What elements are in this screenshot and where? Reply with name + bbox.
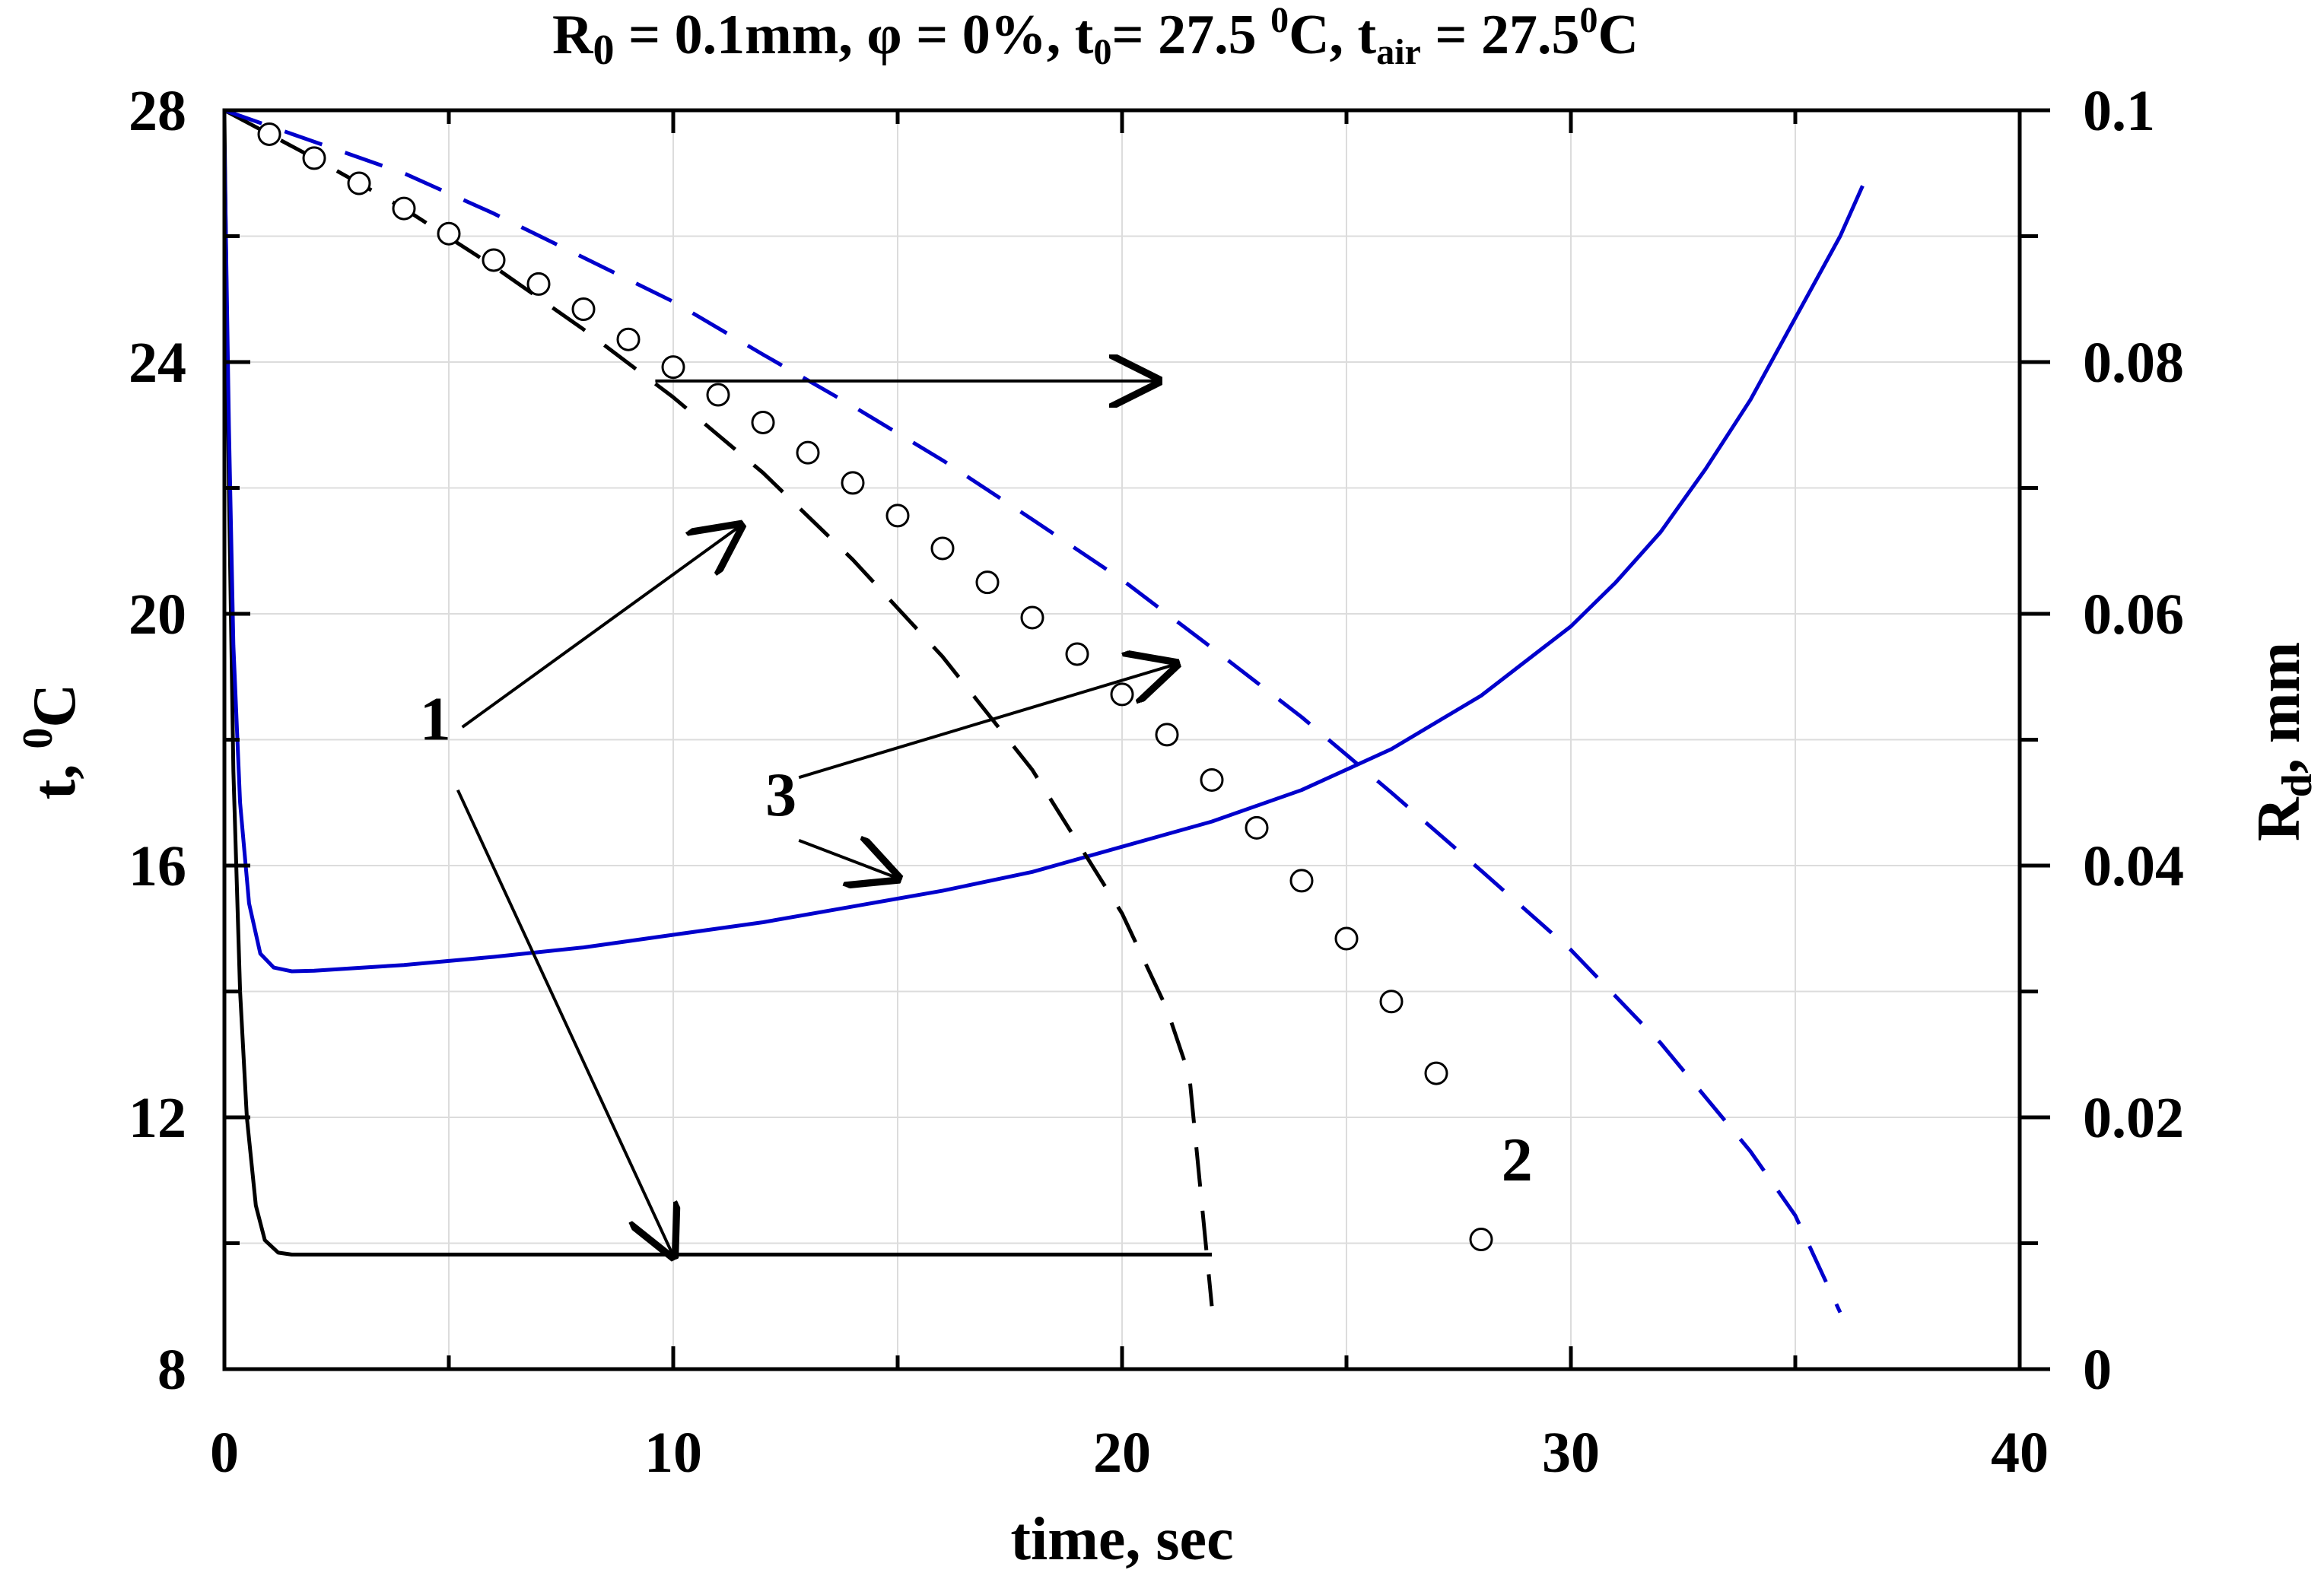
annotation-arrow-3 [798,664,1176,780]
series-1-line [222,141,1865,974]
data-point-marker [975,570,1000,595]
annotation-label-2: 2 [1502,1125,1533,1194]
y-right-tick-label: 0.08 [2083,331,2184,395]
data-point-marker [1289,869,1314,893]
series-2-line [223,108,1214,1307]
data-point-marker [1200,767,1224,792]
data-point-marker [1424,1061,1448,1085]
y-left-tick-label: 8 [157,1338,186,1402]
data-point-marker [1379,990,1404,1014]
series-3-line [224,108,1842,1314]
gridlines [224,110,2020,1369]
x-tick-label: 40 [1991,1421,2049,1485]
data-point-marker [347,171,371,195]
y-left-tick-label: 20 [129,583,186,647]
data-point-marker [930,536,955,561]
data-point-marker [1469,1228,1493,1252]
data-point-marker [257,122,281,146]
data-point-marker [1020,605,1044,630]
plot-series [222,108,1865,1314]
data-point-marker [706,383,730,407]
series-0-line [222,116,1212,1257]
data-point-marker [437,221,461,246]
y-left-tick-label: 12 [129,1086,186,1150]
x-tick-label: 20 [1093,1421,1151,1485]
y-right-tick-label: 0.02 [2083,1086,2184,1150]
data-point-marker [796,440,820,465]
y-left-tick-label: 24 [129,331,186,395]
y-left-axis-label: t, 0C [14,684,88,799]
data-point-marker [302,146,326,170]
data-point-marker [1110,682,1134,707]
data-point-marker [885,504,910,528]
annotation-arrow-1 [456,789,673,1256]
annotations: 1 2 3 [420,381,1533,1256]
y-left-tick-label: 16 [129,834,186,898]
x-tick-label: 30 [1542,1421,1600,1485]
data-point-marker [841,471,865,495]
y-right-tick-label: 0 [2083,1338,2112,1402]
x-tick-label: 10 [644,1421,702,1485]
data-point-marker [392,196,416,221]
chart-title: R0 = 0.1mm, φ = 0%, t0= 27.5 0C, tair = … [552,0,1639,74]
y-left-tick-label: 28 [129,79,186,143]
data-point-marker [1155,723,1179,747]
data-point-marker [1245,815,1269,840]
data-point-marker [1065,642,1089,666]
data-point-marker [526,272,551,296]
annotation-label-3: 3 [765,760,796,829]
y-right-tick-label: 0.06 [2083,583,2184,647]
data-point-marker [661,355,685,380]
annotation-arrow-1 [461,526,741,729]
y-right-axis-label: Rd, mm [2246,642,2321,841]
data-point-marker [1334,926,1359,951]
data-point-marker [616,327,641,351]
annotation-arrow-3 [798,840,898,879]
x-axis-label: time, sec [1010,1506,1233,1573]
data-point-marker [482,248,506,272]
data-point-marker [571,297,596,321]
annotation-label-1: 1 [420,685,451,754]
x-tick-label: 0 [210,1421,239,1485]
y-right-tick-label: 0.04 [2083,834,2184,898]
data-point-marker [751,410,775,434]
y-right-tick-label: 0.1 [2083,79,2155,143]
